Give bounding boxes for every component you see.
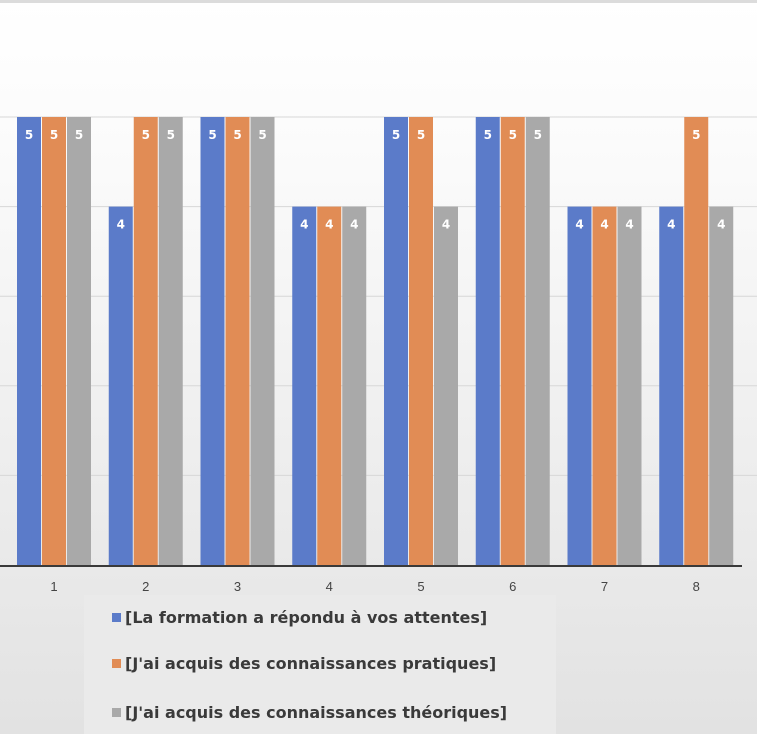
legend: [La formation a répondu à vos attentes] … bbox=[84, 595, 556, 734]
chart-top-border bbox=[0, 0, 757, 3]
bar-s3-c5 bbox=[434, 206, 458, 565]
data-label-s3-c8: 4 bbox=[717, 218, 725, 232]
bar-s2-c4 bbox=[317, 206, 342, 565]
data-label-s1-c2: 4 bbox=[117, 218, 125, 232]
data-label-s3-c7: 4 bbox=[625, 218, 633, 232]
bar-s2-c3 bbox=[225, 117, 250, 565]
data-label-s1-c5: 5 bbox=[392, 128, 400, 142]
data-label-s1-c7: 4 bbox=[575, 218, 583, 232]
data-label-s3-c5: 4 bbox=[442, 218, 450, 232]
bar-s3-c6 bbox=[525, 117, 550, 565]
legend-item-pratiques: [J'ai acquis des connaissances pratiques… bbox=[112, 654, 496, 673]
bar-s1-c8 bbox=[659, 206, 684, 565]
bar-s3-c1 bbox=[67, 117, 91, 565]
x-tick-label-3: 3 bbox=[234, 579, 241, 594]
bar-s1-c5 bbox=[384, 117, 408, 565]
bar-group bbox=[17, 117, 734, 565]
data-label-s3-c6: 5 bbox=[534, 128, 542, 142]
data-labels: 5 5 5 4 5 5 5 5 5 4 4 4 5 5 4 5 5 5 4 4 4 4 5 4 bbox=[25, 128, 726, 232]
x-tick-label-7: 7 bbox=[601, 579, 608, 594]
bar-s3-c3 bbox=[250, 117, 275, 565]
x-tick-label-2: 2 bbox=[142, 579, 149, 594]
bar-s2-c2 bbox=[133, 117, 158, 565]
data-label-s2-c8: 5 bbox=[692, 128, 700, 142]
bar-s1-c1 bbox=[17, 117, 41, 565]
x-tick-label-8: 8 bbox=[693, 579, 700, 594]
x-tick-label-5: 5 bbox=[417, 579, 424, 594]
data-label-s2-c4: 4 bbox=[325, 218, 333, 232]
data-label-s1-c8: 4 bbox=[667, 218, 675, 232]
bar-s3-c8 bbox=[709, 206, 734, 565]
bar-s1-c7 bbox=[567, 206, 592, 565]
data-label-s2-c5: 5 bbox=[417, 128, 425, 142]
data-label-s2-c6: 5 bbox=[509, 128, 517, 142]
legend-label-theoriques: [J'ai acquis des connaissances théorique… bbox=[125, 703, 508, 722]
legend-swatch-blue bbox=[112, 613, 121, 622]
bar-s3-c4 bbox=[342, 206, 367, 565]
data-label-s3-c2: 5 bbox=[167, 128, 175, 142]
bar-s2-c7 bbox=[592, 206, 617, 565]
data-label-s3-c3: 5 bbox=[258, 128, 266, 142]
bar-s1-c6 bbox=[475, 117, 500, 565]
bar-s2-c5 bbox=[409, 117, 433, 565]
x-tick-label-6: 6 bbox=[509, 579, 516, 594]
x-tick-labels: 1 2 3 4 5 6 7 8 bbox=[50, 579, 699, 594]
bar-s2-c1 bbox=[42, 117, 66, 565]
bar-s3-c2 bbox=[158, 117, 183, 565]
data-label-s3-c1: 5 bbox=[75, 128, 83, 142]
bar-s1-c4 bbox=[292, 206, 317, 565]
data-label-s2-c3: 5 bbox=[233, 128, 241, 142]
data-label-s2-c1: 5 bbox=[50, 128, 58, 142]
legend-item-attentes: [La formation a répondu à vos attentes] bbox=[112, 608, 487, 627]
bar-s1-c2 bbox=[108, 206, 133, 565]
legend-swatch-gray bbox=[112, 708, 121, 717]
data-label-s1-c4: 4 bbox=[300, 218, 308, 232]
data-label-s2-c2: 5 bbox=[142, 128, 150, 142]
legend-item-theoriques: [J'ai acquis des connaissances théorique… bbox=[112, 703, 507, 722]
legend-label-attentes: [La formation a répondu à vos attentes] bbox=[125, 608, 488, 627]
data-label-s3-c4: 4 bbox=[350, 218, 358, 232]
data-label-s2-c7: 4 bbox=[600, 218, 608, 232]
bar-s2-c6 bbox=[500, 117, 525, 565]
legend-label-pratiques: [J'ai acquis des connaissances pratiques… bbox=[125, 654, 497, 673]
x-tick-label-4: 4 bbox=[326, 579, 333, 594]
bar-s3-c7 bbox=[617, 206, 642, 565]
data-label-s1-c3: 5 bbox=[208, 128, 216, 142]
bar-s1-c3 bbox=[200, 117, 225, 565]
data-label-s1-c6: 5 bbox=[484, 128, 492, 142]
x-tick-label-1: 1 bbox=[50, 579, 57, 594]
bar-s2-c8 bbox=[684, 117, 709, 565]
legend-swatch-orange bbox=[112, 659, 121, 668]
data-label-s1-c1: 5 bbox=[25, 128, 33, 142]
